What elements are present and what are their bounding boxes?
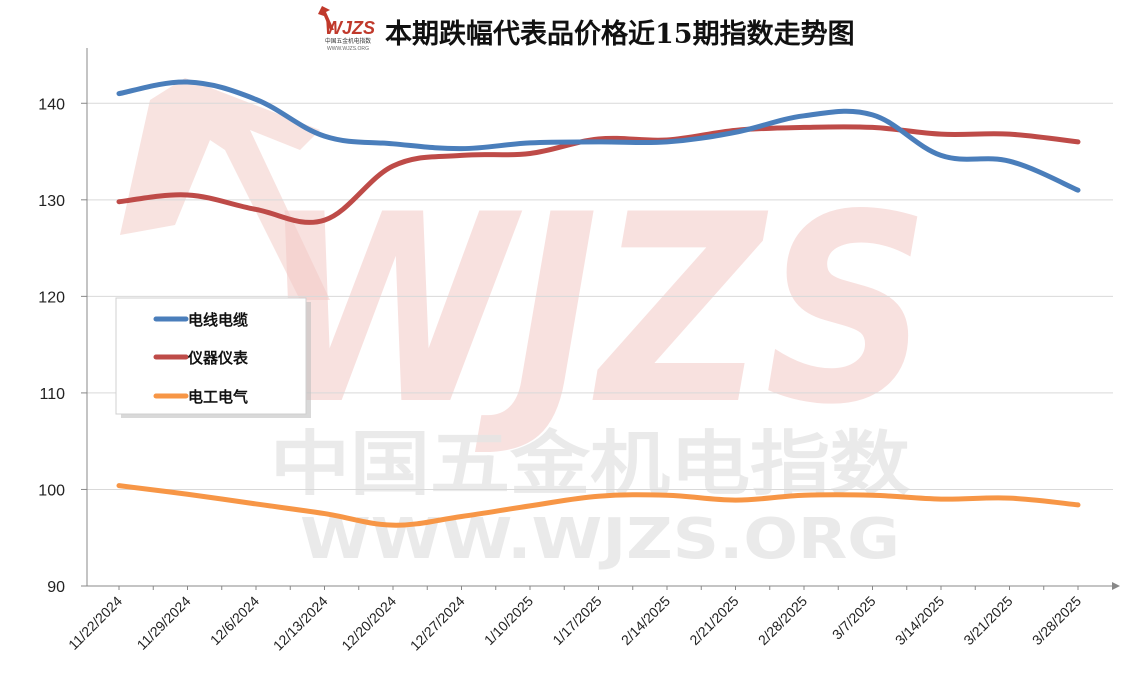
logo-url: WWW.WJZS.ORG	[327, 46, 369, 52]
x-tick-label-6: 1/10/2025	[481, 593, 537, 649]
legend-label-2: 电工电气	[188, 388, 248, 406]
y-tick-label-3: 120	[38, 289, 65, 306]
x-tick-label-2: 12/6/2024	[207, 593, 263, 649]
logo-subtext: 中国五金机电指数	[325, 37, 371, 45]
y-tick-label-4: 130	[38, 193, 65, 210]
watermark: WJZS 中国五金机电指数 WWW.WJZS.ORG	[120, 78, 930, 572]
legend: 电线电缆 仪器仪表 电工电气	[115, 297, 311, 418]
x-tick-label-8: 2/14/2025	[618, 593, 674, 649]
logo: WJZS 中国五金机电指数 WWW.WJZS.ORG	[318, 6, 375, 52]
x-tick-label-10: 2/28/2025	[755, 593, 811, 649]
y-tick-label-1: 100	[38, 482, 65, 499]
x-tick-label-3: 12/13/2024	[270, 593, 331, 654]
x-tick-label-11: 3/7/2025	[829, 593, 879, 643]
x-tick-label-4: 12/20/2024	[338, 593, 399, 654]
logo-arrow-icon	[318, 6, 334, 30]
legend-box	[115, 297, 307, 415]
x-tick-label-12: 3/14/2025	[892, 593, 948, 649]
x-tick-label-13: 3/21/2025	[960, 593, 1016, 649]
chart-title: 本期跌幅代表品价格近15期指数走势图	[385, 19, 855, 50]
chart-header: WJZS 中国五金机电指数 WWW.WJZS.ORG 本期跌幅代表品价格近15期…	[318, 6, 855, 52]
legend-label-1: 仪器仪表	[187, 349, 249, 367]
watermark-arrow-shape	[120, 78, 330, 300]
x-tick-label-9: 2/21/2025	[686, 593, 742, 649]
y-tick-label-2: 110	[39, 386, 65, 403]
series-lines	[116, 79, 1081, 528]
gridlines	[87, 102, 1113, 490]
watermark-line1: 中国五金机电指数	[270, 423, 910, 505]
x-tick-label-5: 12/27/2024	[407, 593, 468, 654]
x-tick-label-1: 11/29/2024	[133, 593, 193, 653]
watermark-line2: WWW.WJZS.ORG	[300, 507, 900, 572]
x-tick-labels: 11/22/2024 11/29/2024 12/6/2024 12/13/2024 1…	[65, 593, 1084, 654]
axes	[81, 48, 1120, 590]
y-tick-labels: 90 100 110 120 130 140	[38, 96, 65, 596]
x-tick-label-7: 1/17/2025	[549, 593, 605, 649]
legend-label-0: 电线电缆	[188, 311, 248, 329]
logo-text: WJZS	[325, 18, 375, 38]
y-tick-label-0: 90	[47, 579, 65, 596]
watermark-letters: WJZS	[260, 160, 930, 462]
x-tick-label-14: 3/28/2025	[1029, 593, 1085, 649]
y-tick-label-5: 140	[38, 96, 65, 113]
x-tick-label-0: 11/22/2024	[65, 593, 125, 653]
x-axis-arrow-icon	[1112, 582, 1120, 590]
